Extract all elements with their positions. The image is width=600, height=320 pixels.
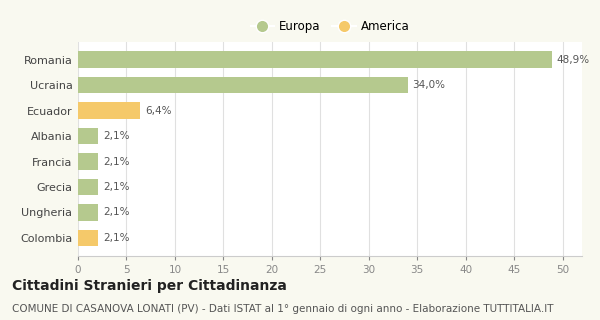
Text: Cittadini Stranieri per Cittadinanza: Cittadini Stranieri per Cittadinanza [12,279,287,292]
Bar [78,77,407,93]
Text: 34,0%: 34,0% [412,80,445,90]
Bar [78,179,98,195]
Bar [78,153,98,170]
Text: 2,1%: 2,1% [103,233,130,243]
Bar [78,204,98,221]
Bar [78,51,552,68]
Text: 2,1%: 2,1% [103,182,130,192]
Text: 48,9%: 48,9% [557,55,590,65]
Bar [78,128,98,144]
Legend: Europa, America: Europa, America [246,15,414,38]
Bar [78,230,98,246]
Text: 2,1%: 2,1% [103,156,130,166]
Text: 2,1%: 2,1% [103,131,130,141]
Text: 6,4%: 6,4% [145,106,172,116]
Bar [78,102,140,119]
Text: COMUNE DI CASANOVA LONATI (PV) - Dati ISTAT al 1° gennaio di ogni anno - Elabora: COMUNE DI CASANOVA LONATI (PV) - Dati IS… [12,304,554,314]
Text: 2,1%: 2,1% [103,207,130,218]
